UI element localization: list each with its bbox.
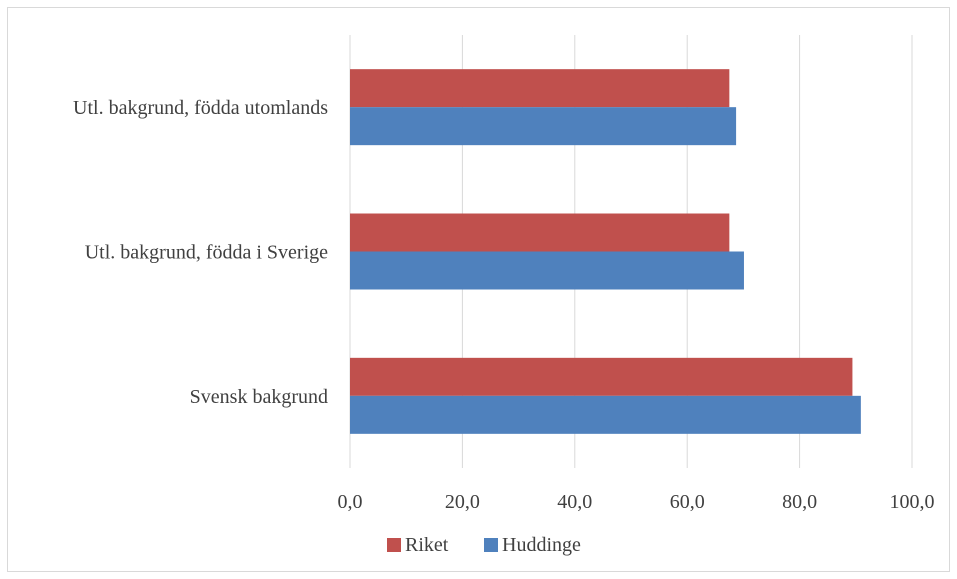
bar-huddinge <box>350 395 861 434</box>
category-label: Utl. bakgrund, födda i Sverige <box>85 242 328 264</box>
category-label: Utl. bakgrund, födda utomlands <box>73 97 328 119</box>
category-label: Svensk bakgrund <box>190 386 328 408</box>
bar-riket <box>350 69 730 108</box>
bar-riket <box>350 357 853 396</box>
x-tick-label: 0,0 <box>338 491 363 513</box>
x-tick-label: 100,0 <box>890 491 935 513</box>
legend-label-riket: Riket <box>405 534 449 556</box>
legend-swatch-riket <box>387 538 401 552</box>
x-tick-label: 60,0 <box>670 491 705 513</box>
bar-riket <box>350 213 730 252</box>
legend-swatch-huddinge <box>484 538 498 552</box>
bar-huddinge <box>350 251 744 290</box>
x-tick-label: 20,0 <box>445 491 480 513</box>
x-tick-label: 80,0 <box>782 491 817 513</box>
x-tick-label: 40,0 <box>557 491 592 513</box>
bar-huddinge <box>350 107 737 146</box>
legend-label-huddinge: Huddinge <box>502 534 581 556</box>
